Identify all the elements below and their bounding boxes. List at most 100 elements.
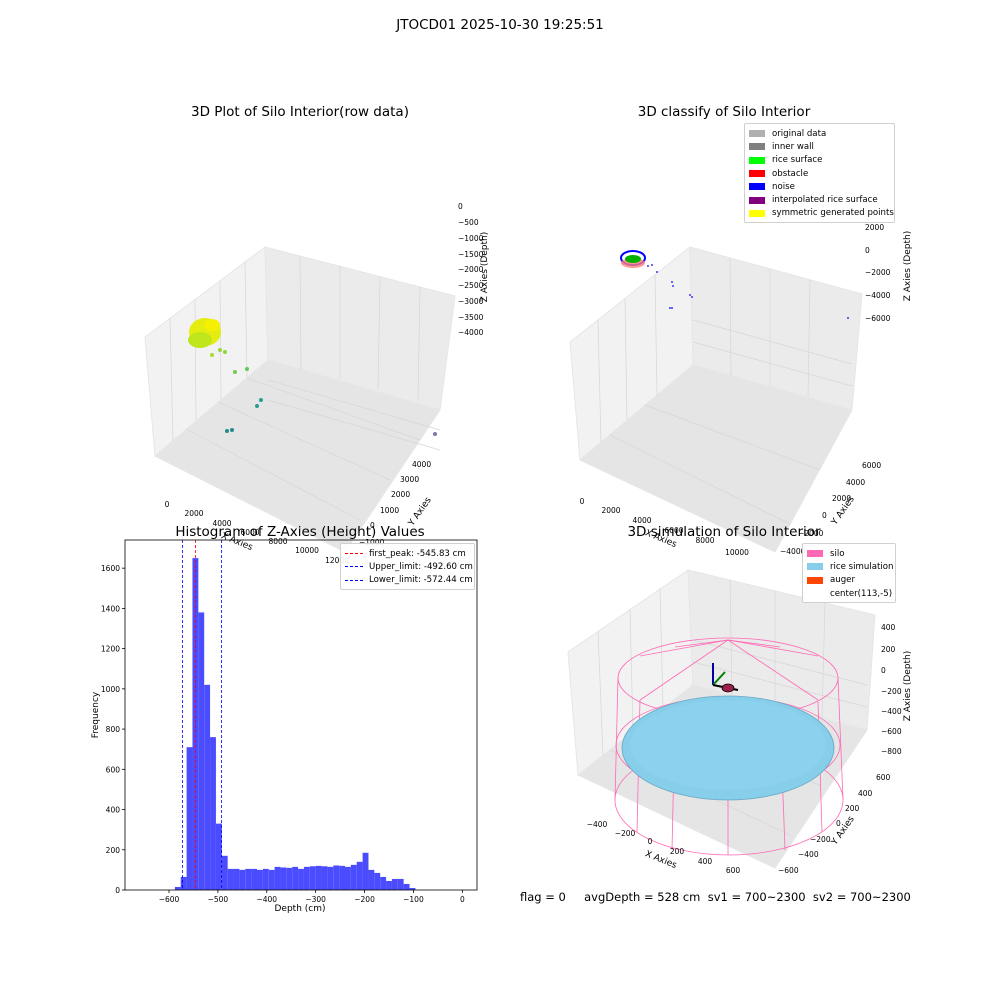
auger-marker <box>712 663 739 693</box>
x-tick-label: −600 <box>159 895 180 904</box>
legend-label: auger <box>830 575 855 586</box>
z-tick: −2500 <box>458 281 484 290</box>
legend-label: symmetric generated points <box>772 208 894 219</box>
x-tick: 0 <box>165 500 170 509</box>
z-tick: −500 <box>458 218 479 227</box>
raw-data-z-ticks: 0 −500 −1000 −1500 −2000 −2500 −3000 −35… <box>458 202 484 337</box>
classify-legend: original data inner wall rice surface ob… <box>744 123 895 224</box>
legend-label: interpolated rice surface <box>772 195 878 206</box>
histogram-bar <box>391 878 398 890</box>
histogram-bar <box>362 852 369 890</box>
legend-swatch <box>345 579 363 581</box>
histogram-bar <box>356 861 363 890</box>
legend-swatch <box>807 590 823 597</box>
y-tick-label: 1400 <box>101 604 120 613</box>
classify-z-ticks: 2000 0 −2000 −4000 −6000 <box>865 223 891 323</box>
z-tick: 0 <box>865 246 870 255</box>
x-tick: 6000 <box>664 526 683 535</box>
y-tick: −4000 <box>780 547 806 556</box>
legend-swatch <box>749 170 765 178</box>
legend-swatch <box>749 143 765 151</box>
x-tick: 6000 <box>240 528 259 537</box>
z-tick: −1500 <box>458 250 484 259</box>
legend-swatch <box>749 209 765 217</box>
histogram-bar <box>374 872 381 890</box>
y-tick: 0 <box>836 819 841 828</box>
histogram-bar <box>368 869 375 890</box>
z-tick: −1000 <box>458 234 484 243</box>
legend-item: noise <box>749 180 889 193</box>
x-tick: −200 <box>615 829 636 838</box>
y-tick-label: 1200 <box>101 645 120 654</box>
simulation-z-label: Z Axies (Depth) <box>903 651 913 722</box>
histogram-bar <box>204 684 211 890</box>
histogram-bar <box>286 867 293 890</box>
z-tick: 200 <box>881 645 896 654</box>
histogram-bar <box>239 869 246 890</box>
histogram-bar <box>274 866 281 890</box>
histogram-bar <box>350 864 357 890</box>
z-tick: −800 <box>881 747 902 756</box>
x-tick-label: −500 <box>208 895 229 904</box>
histogram-bar <box>315 865 322 890</box>
legend-item: Lower_limit: -572.44 cm <box>345 574 473 587</box>
x-tick: 12000 <box>325 556 349 565</box>
histogram-bar <box>321 866 328 890</box>
legend-item: original data <box>749 127 889 140</box>
z-tick: 2000 <box>865 223 884 232</box>
panel-classify-3d: 3D classify of Silo Interior 0 2000 4000… <box>500 100 1000 600</box>
legend-swatch <box>807 550 823 558</box>
histogram-bar <box>227 868 234 890</box>
y-tick: 2000 <box>391 490 410 499</box>
x-tick: 200 <box>670 847 685 856</box>
y-tick: 400 <box>858 789 873 798</box>
x-tick: 8000 <box>268 537 287 546</box>
legend-item: symmetric generated points <box>749 207 894 220</box>
y-tick: 600 <box>876 773 891 782</box>
y-tick: 2000 <box>832 494 851 503</box>
classify-3d-plot: 3D classify of Silo Interior 0 2000 4000… <box>569 104 913 557</box>
x-tick-label: −100 <box>403 895 424 904</box>
x-tick: 10000 <box>725 548 749 557</box>
legend-swatch <box>345 566 363 568</box>
simulation-plot-title: 3D simulation of Silo Interior <box>627 524 821 540</box>
x-tick: 4000 <box>632 516 651 525</box>
y-tick: −200 <box>810 835 831 844</box>
legend-item: obstacle <box>749 167 889 180</box>
legend-label: inner wall <box>772 141 814 152</box>
z-tick: 0 <box>881 666 886 675</box>
y-tick-label: 1000 <box>101 685 120 694</box>
y-tick-label: 800 <box>106 725 121 734</box>
histogram-bar <box>345 866 351 890</box>
legend-label: center(113,-5) <box>830 588 893 599</box>
legend-label: noise <box>772 181 795 192</box>
histogram-bar <box>327 866 334 890</box>
histogram-bar <box>210 737 216 890</box>
y-tick: −600 <box>778 866 799 875</box>
legend-swatch <box>749 130 765 138</box>
y-tick-label: 200 <box>106 846 121 855</box>
histogram-bar <box>386 880 392 890</box>
histogram-bar <box>339 865 345 890</box>
histogram-legend: first_peak: -545.83 cm Upper_limit: -492… <box>340 543 475 590</box>
histogram-bar <box>303 866 310 890</box>
legend-item: Upper_limit: -492.60 cm <box>345 560 473 573</box>
y-tick: −1000 <box>359 538 385 547</box>
x-tick-label: −400 <box>256 895 277 904</box>
x-tick-label: −200 <box>354 895 375 904</box>
x-tick: 400 <box>698 857 713 866</box>
x-tick-label: 0 <box>460 895 465 904</box>
legend-label: silo <box>830 548 845 559</box>
histogram-chart: Histogram of Z-Axies (Height) Values Dep… <box>91 524 478 914</box>
legend-item: auger <box>807 574 890 587</box>
histogram-bar <box>245 868 252 890</box>
y-tick: 4000 <box>412 460 431 469</box>
rice-simulation-surface <box>621 695 835 801</box>
y-tick: 0 <box>822 511 827 520</box>
classify-plot-title: 3D classify of Silo Interior <box>638 104 811 120</box>
simulation-legend: silo rice simulation auger center(113,-5… <box>802 543 896 604</box>
histogram-bar <box>215 823 222 890</box>
histogram-bar <box>268 869 275 890</box>
raw-data-plot-title: 3D Plot of Silo Interior(row data) <box>191 104 409 120</box>
legend-label: rice simulation <box>830 561 894 572</box>
